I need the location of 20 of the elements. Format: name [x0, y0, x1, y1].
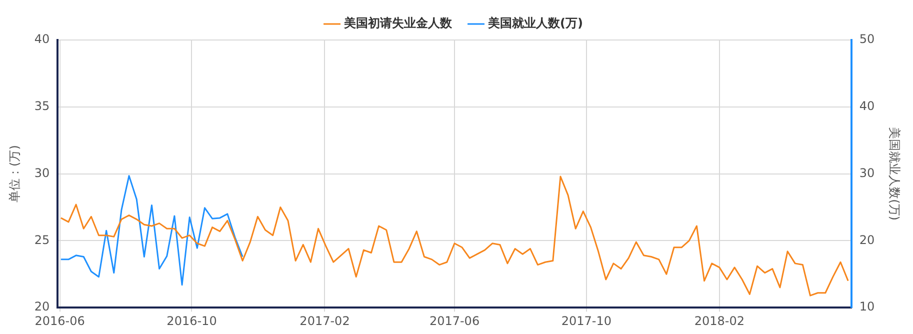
y-tick-label: 25	[34, 232, 50, 247]
y-tick-label: 40	[34, 32, 50, 46]
y2-axis-title: 美国就业人数(万)	[888, 127, 902, 220]
x-tick-label: 2017-10	[561, 314, 612, 328]
x-tick-label: 2016-10	[166, 314, 217, 328]
y2-tick-label: 50	[859, 32, 875, 46]
y2-tick-label: 30	[859, 166, 875, 180]
legend-label: 美国就业人数(万)	[487, 16, 583, 30]
y-axis-title: 单位：(万)	[7, 145, 22, 202]
y2-tick-label: 40	[859, 99, 875, 114]
y-tick-label: 35	[34, 99, 50, 114]
x-tick-label: 2018-02	[694, 314, 744, 328]
y-tick-label: 30	[34, 166, 50, 180]
x-tick-label: 2017-02	[300, 314, 350, 328]
y2-tick-label: 20	[859, 232, 875, 247]
y2-tick-label: 10	[859, 300, 875, 314]
legend-label: 美国初请失业金人数	[343, 16, 454, 30]
x-tick-label: 2016-06	[34, 314, 85, 328]
x-tick-label: 2017-06	[429, 314, 480, 328]
y-tick-label: 20	[34, 300, 50, 314]
